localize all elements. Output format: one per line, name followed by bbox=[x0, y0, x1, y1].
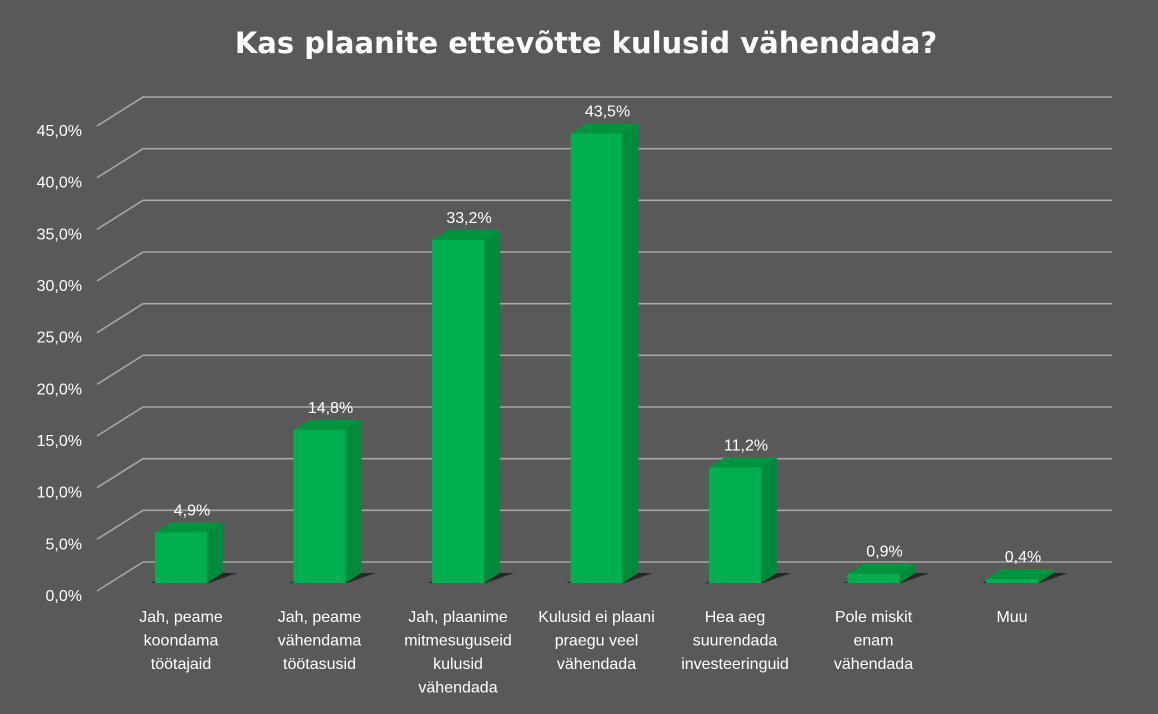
bar-side bbox=[761, 457, 777, 583]
data-label: 4,9% bbox=[174, 502, 210, 519]
category-label: Jah, peame koondama töötajaid bbox=[139, 609, 223, 673]
data-label: 0,9% bbox=[866, 544, 902, 561]
category-label-line: vähendama bbox=[278, 633, 362, 650]
bar bbox=[155, 522, 223, 583]
bar-top bbox=[432, 229, 500, 240]
y-tick-label: 45,0% bbox=[37, 123, 82, 140]
category-label-line: Muu bbox=[996, 609, 1027, 626]
gridline bbox=[96, 354, 1112, 386]
y-axis-ticks: 0,0% 5,0% 10,0% 15,0% 20,0% 25,0% 30,0% 35,0% 40… bbox=[37, 123, 82, 605]
gridline bbox=[96, 302, 1112, 334]
bar-front bbox=[847, 573, 900, 583]
category-label-line: Kulusid ei plaani bbox=[538, 609, 655, 626]
category-label: Hea aeg suurendada investeeringuid bbox=[681, 609, 789, 673]
data-label: 33,2% bbox=[446, 210, 491, 227]
y-tick-label: 35,0% bbox=[37, 226, 82, 243]
bar-front bbox=[986, 578, 1038, 583]
category-label-line: töötasusid bbox=[283, 656, 356, 673]
bar bbox=[986, 568, 1054, 583]
bar-top bbox=[155, 522, 223, 533]
data-label: 0,4% bbox=[1005, 549, 1041, 566]
category-label-line: Hea aeg bbox=[705, 609, 766, 626]
bar bbox=[293, 420, 362, 583]
gridlines bbox=[96, 96, 1112, 592]
category-label: Kulusid ei plaani praegu veel vähendada bbox=[538, 609, 655, 673]
bar-side bbox=[899, 563, 916, 583]
category-label-line: vähendada bbox=[557, 656, 636, 673]
bar-side bbox=[622, 123, 639, 584]
bar bbox=[570, 123, 639, 584]
category-label-line: vähendada bbox=[418, 680, 497, 697]
y-tick-label: 30,0% bbox=[37, 278, 82, 295]
bar-front bbox=[709, 467, 761, 583]
bar-top bbox=[570, 123, 639, 134]
category-label-line: Jah, peame bbox=[139, 609, 223, 626]
bar-top bbox=[986, 568, 1054, 579]
category-label-line: investeeringuid bbox=[681, 656, 789, 673]
bar-top bbox=[293, 420, 362, 431]
bar-front bbox=[293, 430, 346, 583]
category-label-line: kulusid bbox=[433, 656, 483, 673]
category-label-line: Jah, plaanime bbox=[408, 609, 508, 626]
x-axis-labels: Jah, peame koondama töötajaid Jah, peame väh… bbox=[139, 609, 1027, 697]
category-label-line: suurendada bbox=[693, 633, 778, 650]
gridline bbox=[96, 509, 1112, 541]
bar bbox=[432, 229, 500, 583]
y-tick-label: 40,0% bbox=[37, 175, 82, 192]
gridline bbox=[96, 406, 1112, 437]
category-label-line: vähendada bbox=[834, 656, 913, 673]
y-tick-label: 25,0% bbox=[37, 330, 82, 347]
bar-front bbox=[155, 532, 207, 583]
gridline bbox=[96, 96, 1112, 127]
bar-top bbox=[709, 457, 777, 468]
bar bbox=[709, 457, 777, 583]
bar bbox=[847, 563, 916, 583]
gridline bbox=[96, 199, 1112, 231]
category-label: Jah, peame vähendama töötasusid bbox=[278, 609, 362, 673]
category-label: Muu bbox=[996, 609, 1027, 626]
chart-title: Kas plaanite ettevõtte kulusid vähendada… bbox=[235, 26, 937, 60]
category-label-line: Jah, peame bbox=[278, 609, 362, 626]
category-label-line: enam bbox=[853, 633, 893, 650]
data-labels: 4,9% 14,8% 33,2% 43,5% 11,2% 0,9% 0,4% bbox=[174, 104, 1041, 566]
bars bbox=[155, 123, 1054, 584]
bar-side bbox=[207, 522, 223, 583]
y-tick-label: 0,0% bbox=[46, 588, 82, 605]
bar-top bbox=[847, 563, 916, 574]
y-tick-label: 10,0% bbox=[37, 485, 82, 502]
category-label: Pole miskit enam vähendada bbox=[834, 609, 913, 673]
bar-side bbox=[345, 420, 362, 583]
gridline bbox=[96, 147, 1112, 179]
y-tick-label: 15,0% bbox=[37, 433, 82, 450]
category-label-line: töötajaid bbox=[151, 656, 212, 673]
bar-side bbox=[1038, 568, 1054, 583]
data-label: 14,8% bbox=[308, 400, 353, 417]
bar-front bbox=[432, 239, 484, 583]
bar-front bbox=[570, 133, 623, 583]
y-tick-label: 20,0% bbox=[37, 381, 82, 398]
bar-side bbox=[484, 229, 500, 583]
data-label: 11,2% bbox=[724, 437, 768, 454]
gridline bbox=[96, 561, 1112, 592]
category-label: Jah, plaanime mitmesuguseid kulusid vähenda… bbox=[404, 609, 512, 697]
category-label-line: praegu veel bbox=[555, 633, 639, 650]
gridline bbox=[96, 457, 1112, 489]
y-tick-label: 5,0% bbox=[46, 536, 82, 553]
category-label-line: koondama bbox=[144, 633, 219, 650]
category-label-line: mitmesuguseid bbox=[404, 633, 512, 650]
category-label-line: Pole miskit bbox=[835, 609, 913, 626]
gridline bbox=[96, 251, 1112, 282]
data-label: 43,5% bbox=[585, 104, 630, 121]
